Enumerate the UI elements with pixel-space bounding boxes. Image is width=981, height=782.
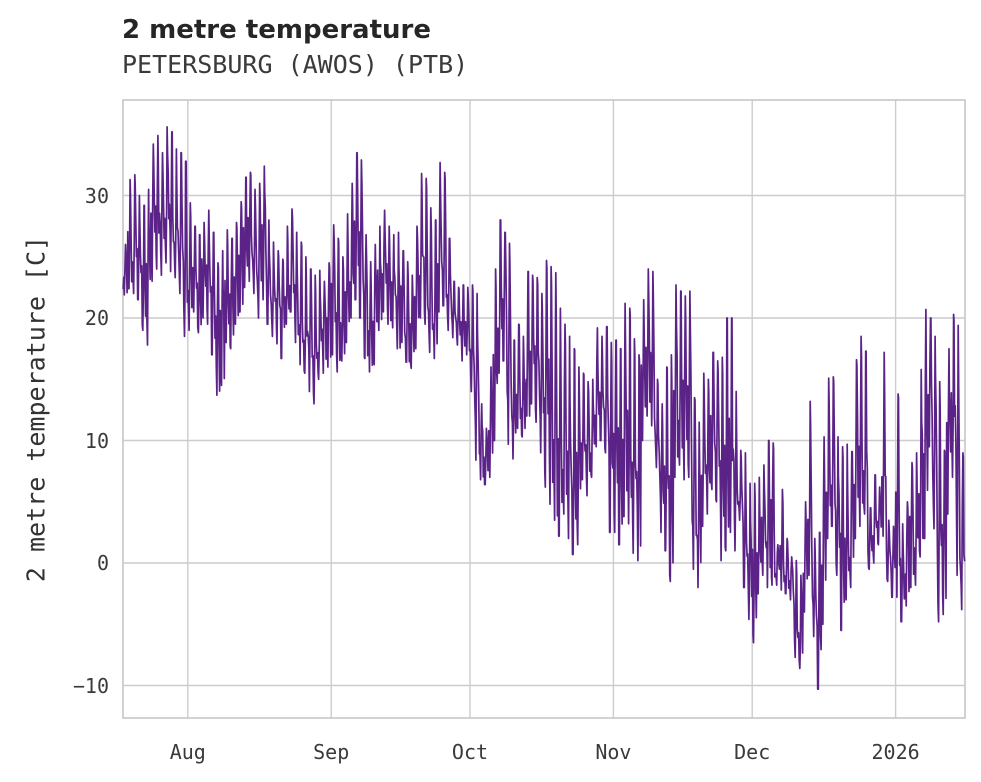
- chart-title: 2 metre temperature: [122, 15, 431, 45]
- y-tick-label: 0: [96, 551, 109, 576]
- x-tick-label: Nov: [595, 740, 632, 764]
- y-tick-label: −10: [72, 673, 109, 698]
- y-tick-label: 10: [84, 428, 109, 453]
- x-tick-label: Sep: [313, 740, 350, 764]
- temperature-line: [122, 126, 966, 691]
- plot-border: [122, 99, 966, 719]
- x-tick-label: Oct: [451, 740, 489, 764]
- chart-subtitle: PETERSBURG (AWOS) (PTB): [122, 50, 469, 79]
- x-tick-label: 2026: [871, 740, 920, 764]
- x-tick-label: Aug: [169, 740, 206, 764]
- y-axis-label: 2 metre temperature [C]: [21, 235, 51, 583]
- y-tick-label: 30: [84, 183, 109, 208]
- x-tick-label: Dec: [734, 740, 771, 764]
- y-tick-label: 20: [84, 306, 109, 331]
